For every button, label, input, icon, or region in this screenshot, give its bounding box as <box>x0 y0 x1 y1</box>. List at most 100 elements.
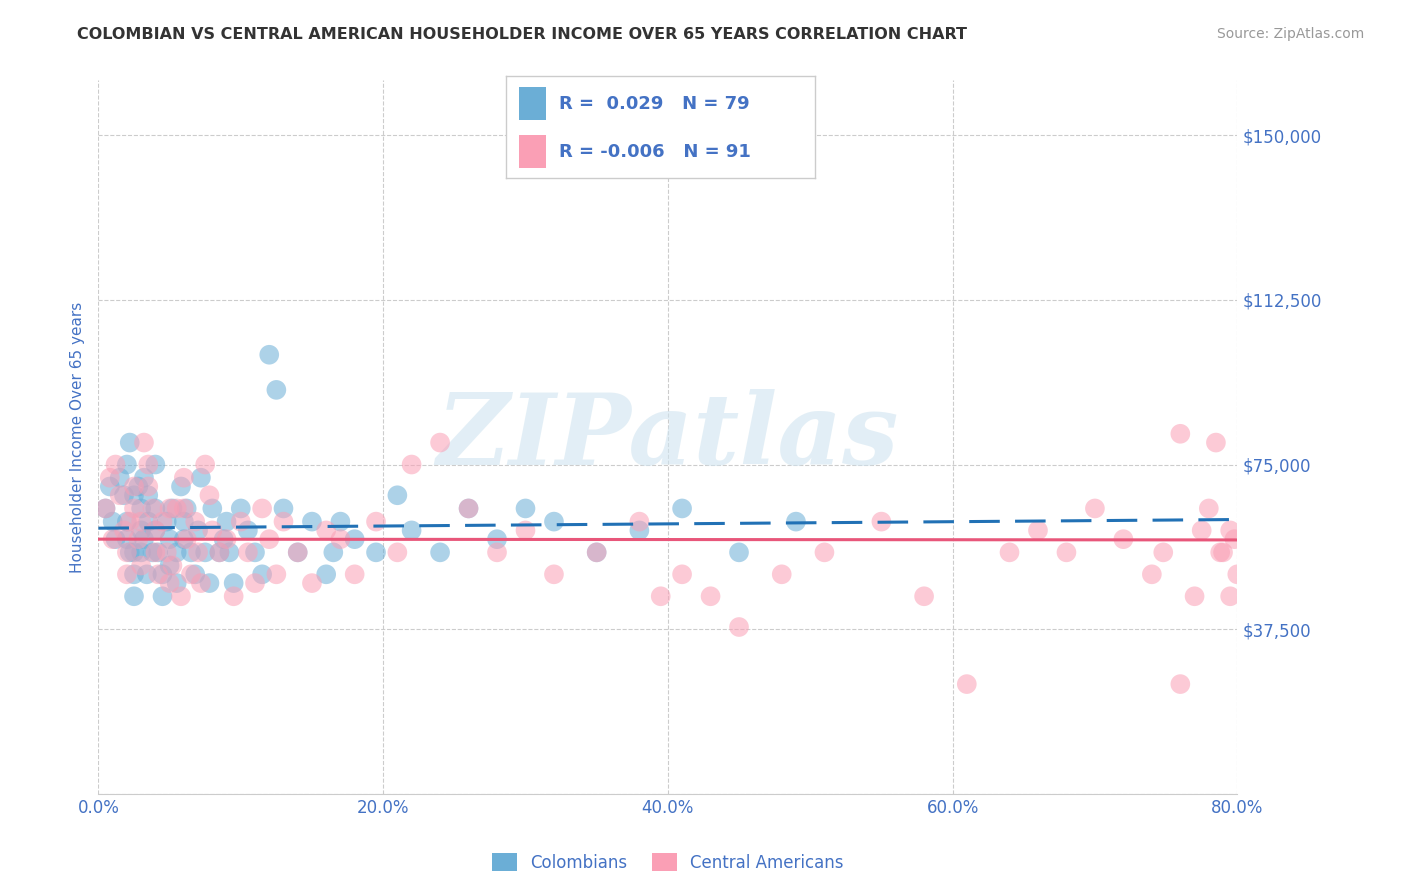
Point <box>785 515 807 529</box>
Point <box>956 677 979 691</box>
Point <box>486 545 509 559</box>
Point <box>1219 524 1241 538</box>
Point <box>457 501 479 516</box>
Point <box>145 458 167 472</box>
Point <box>201 524 224 538</box>
Point <box>515 524 537 538</box>
Point <box>1184 589 1206 603</box>
Point <box>115 515 138 529</box>
Point <box>259 348 281 362</box>
Point <box>1170 426 1192 441</box>
Point <box>628 524 651 538</box>
Point <box>1152 545 1174 559</box>
Point <box>94 501 117 516</box>
Point <box>170 589 193 603</box>
Point <box>184 515 207 529</box>
Point <box>1084 501 1107 516</box>
Point <box>998 545 1021 559</box>
Point <box>329 532 352 546</box>
Point <box>173 532 195 546</box>
Point <box>1198 501 1220 516</box>
Point <box>132 532 155 546</box>
Point <box>229 515 252 529</box>
Point <box>127 532 149 546</box>
Point <box>184 567 207 582</box>
Point <box>122 589 145 603</box>
Point <box>1026 524 1049 538</box>
Point <box>145 524 167 538</box>
Point <box>148 545 170 559</box>
Point <box>585 545 607 559</box>
Point <box>118 435 141 450</box>
Point <box>401 458 423 472</box>
Point <box>170 479 193 493</box>
Point <box>236 524 259 538</box>
Point <box>912 589 935 603</box>
Point <box>159 558 181 573</box>
Text: ZIPatlas: ZIPatlas <box>437 389 898 485</box>
Point <box>108 471 131 485</box>
Text: Source: ZipAtlas.com: Source: ZipAtlas.com <box>1216 27 1364 41</box>
Point <box>98 471 121 485</box>
Point <box>266 383 288 397</box>
Point <box>187 524 209 538</box>
Point <box>222 576 245 591</box>
Point <box>1226 567 1249 582</box>
Y-axis label: Householder Income Over 65 years: Householder Income Over 65 years <box>69 301 84 573</box>
Point <box>870 515 893 529</box>
Point <box>101 515 124 529</box>
Point <box>180 545 202 559</box>
Point <box>112 488 135 502</box>
Point <box>122 567 145 582</box>
Point <box>194 458 217 472</box>
Point <box>136 488 159 502</box>
Point <box>159 576 181 591</box>
Point <box>141 501 163 516</box>
Point <box>129 545 152 559</box>
Point <box>1219 589 1241 603</box>
Point <box>671 567 693 582</box>
Point <box>190 471 212 485</box>
Point <box>236 545 259 559</box>
Point <box>515 501 537 516</box>
Point <box>229 501 252 516</box>
Point <box>250 567 273 582</box>
Point <box>273 515 295 529</box>
Point <box>194 545 217 559</box>
Point <box>159 501 181 516</box>
Point <box>108 488 131 502</box>
Point <box>486 532 509 546</box>
Point <box>152 589 174 603</box>
Point <box>315 567 337 582</box>
Point <box>129 558 152 573</box>
Point <box>145 545 167 559</box>
Point <box>129 515 152 529</box>
Point <box>156 515 179 529</box>
Point <box>115 567 138 582</box>
Point <box>145 524 167 538</box>
Point <box>343 567 366 582</box>
Point <box>122 488 145 502</box>
Text: R = -0.006   N = 91: R = -0.006 N = 91 <box>558 143 751 161</box>
Point <box>457 501 479 516</box>
Point <box>136 458 159 472</box>
Point <box>387 545 409 559</box>
Point <box>813 545 835 559</box>
Point <box>628 515 651 529</box>
Point <box>222 589 245 603</box>
Point <box>173 471 195 485</box>
FancyBboxPatch shape <box>519 87 547 120</box>
Point <box>94 501 117 516</box>
Legend: Colombians, Central Americans: Colombians, Central Americans <box>485 847 851 879</box>
Point <box>364 545 387 559</box>
Point <box>145 501 167 516</box>
Point <box>129 524 152 538</box>
Point <box>585 545 607 559</box>
Point <box>190 576 212 591</box>
Point <box>198 576 221 591</box>
Point <box>104 532 127 546</box>
Point <box>301 576 323 591</box>
Point <box>122 501 145 516</box>
Point <box>266 567 288 582</box>
Point <box>104 458 127 472</box>
